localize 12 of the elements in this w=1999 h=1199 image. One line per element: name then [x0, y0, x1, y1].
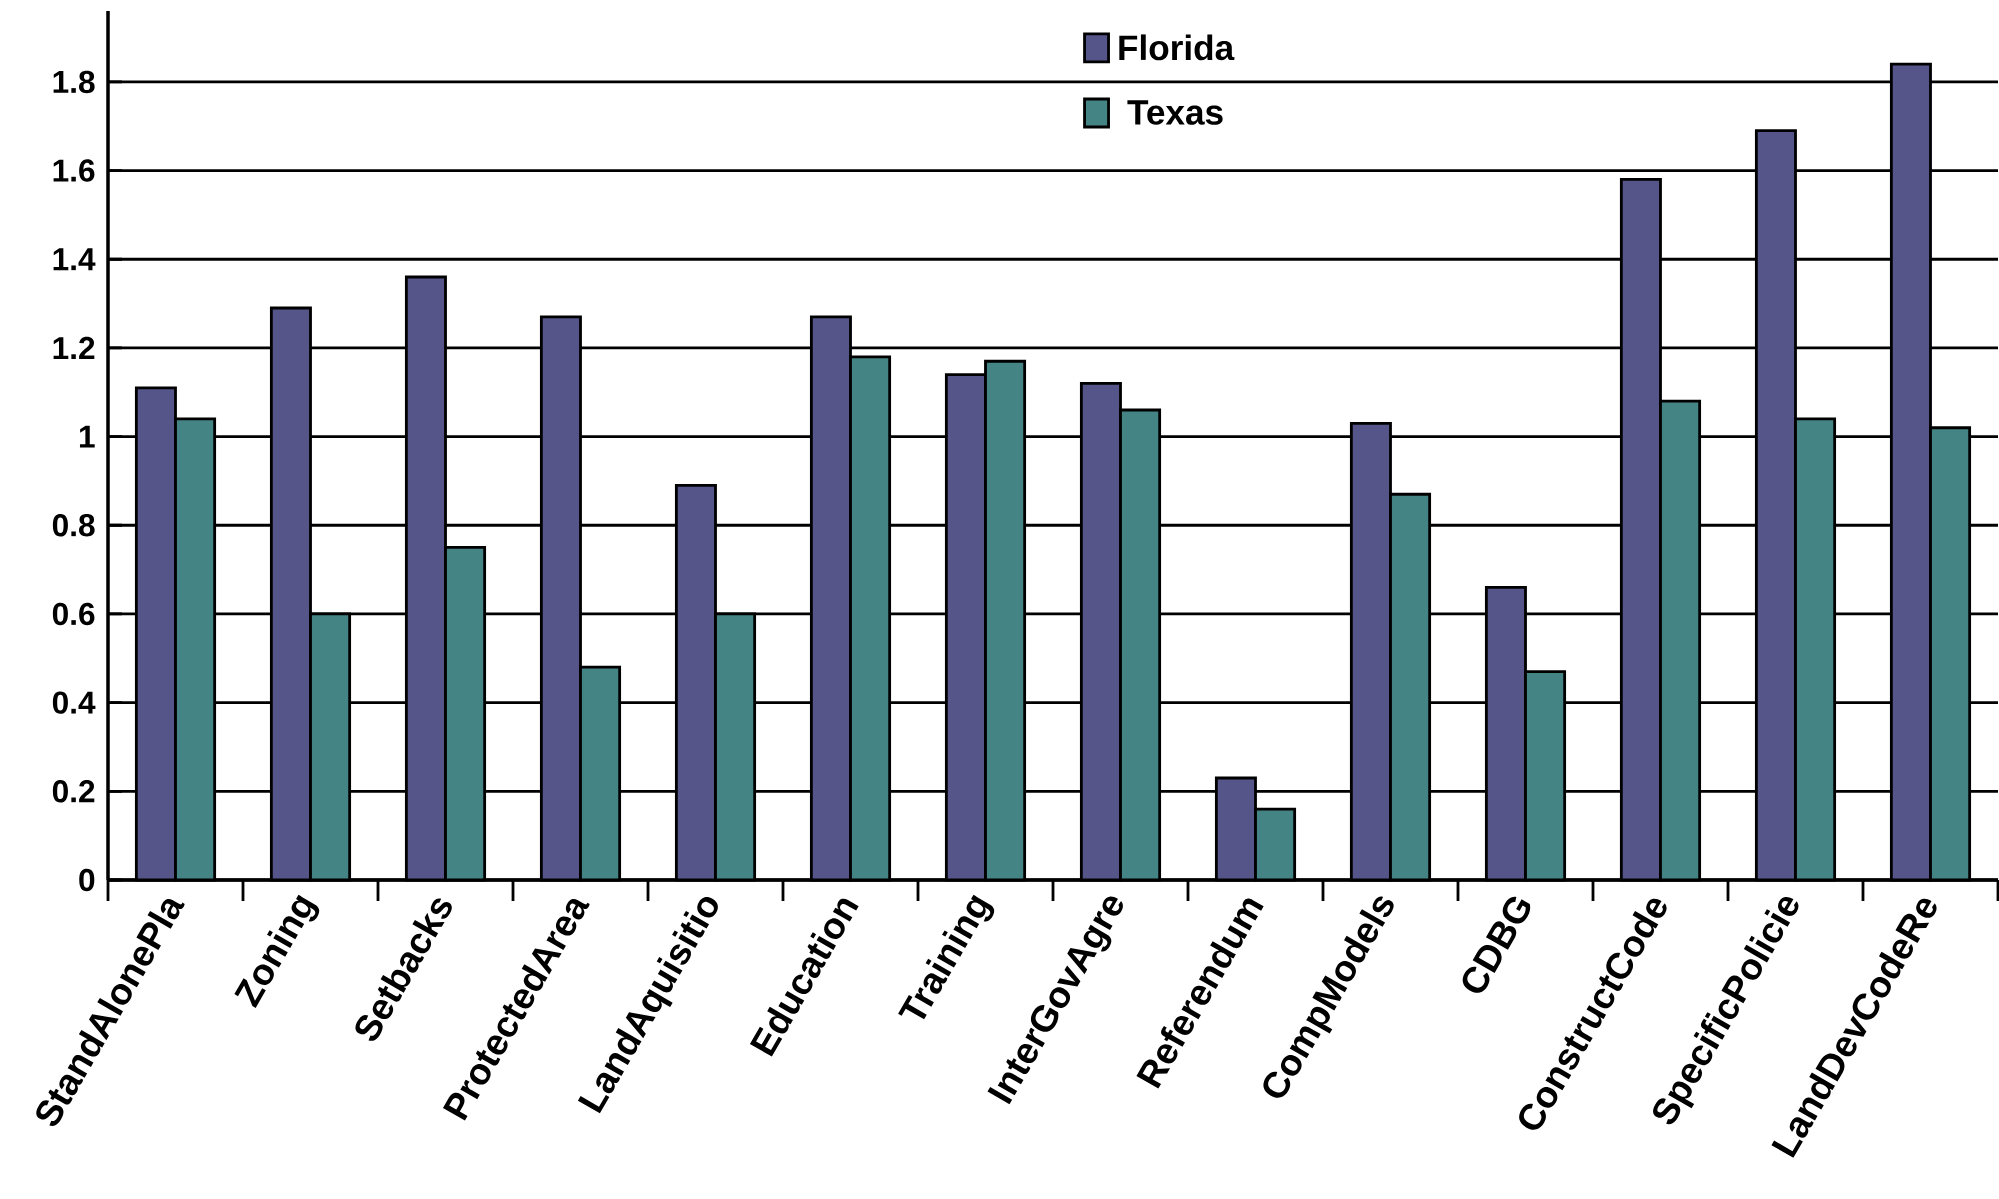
y-tick-label: 0.2 — [52, 780, 95, 803]
y-tick-label: 0 — [79, 868, 95, 892]
y-tick-label: 1.4 — [53, 248, 96, 271]
y-tick-label: 1 — [79, 425, 95, 448]
y-tick-label: 1.6 — [53, 159, 95, 182]
y-tick-label: 1.2 — [53, 336, 95, 359]
legend-label: Florida — [1119, 34, 1235, 61]
y-tick-label: 0.4 — [52, 691, 96, 714]
y-tick-label: 0.8 — [52, 514, 95, 537]
y-tick-label: 0.6 — [52, 602, 95, 626]
y-tick-label: 1.8 — [53, 70, 95, 94]
legend-label: Texas — [1127, 100, 1223, 125]
